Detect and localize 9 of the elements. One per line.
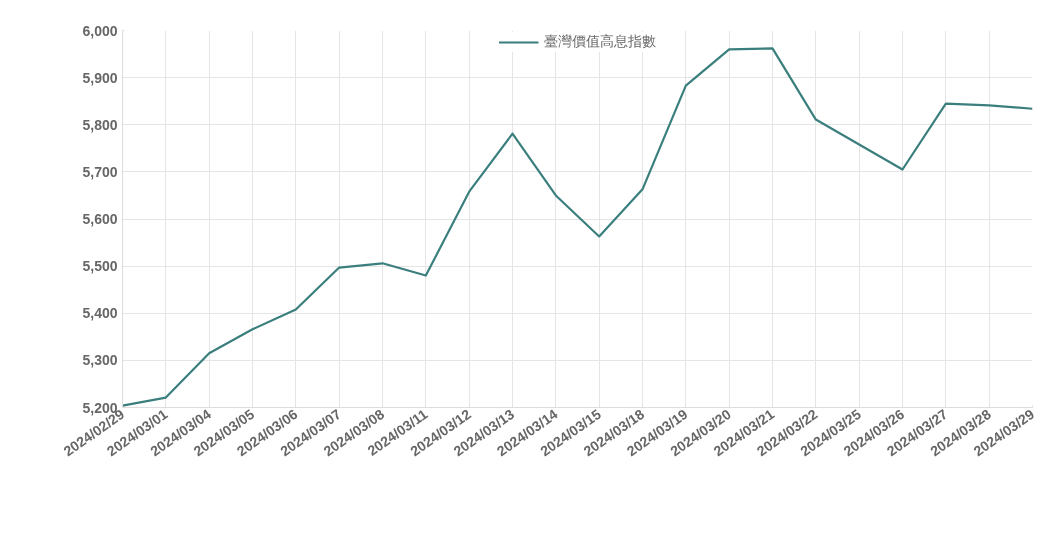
legend-label: 臺灣價值高息指數: [543, 33, 656, 51]
y-tick-label: 5,400: [82, 305, 118, 322]
y-tick-label: 5,600: [82, 211, 118, 227]
y-tick-label: 6,000: [82, 22, 118, 39]
y-tick-label: 5,800: [82, 116, 118, 133]
y-tick-label: 5,700: [82, 163, 118, 180]
y-tick-label: 5,900: [82, 69, 118, 86]
y-tick-label: 5,500: [82, 258, 118, 275]
y-tick-label: 5,300: [82, 352, 118, 369]
